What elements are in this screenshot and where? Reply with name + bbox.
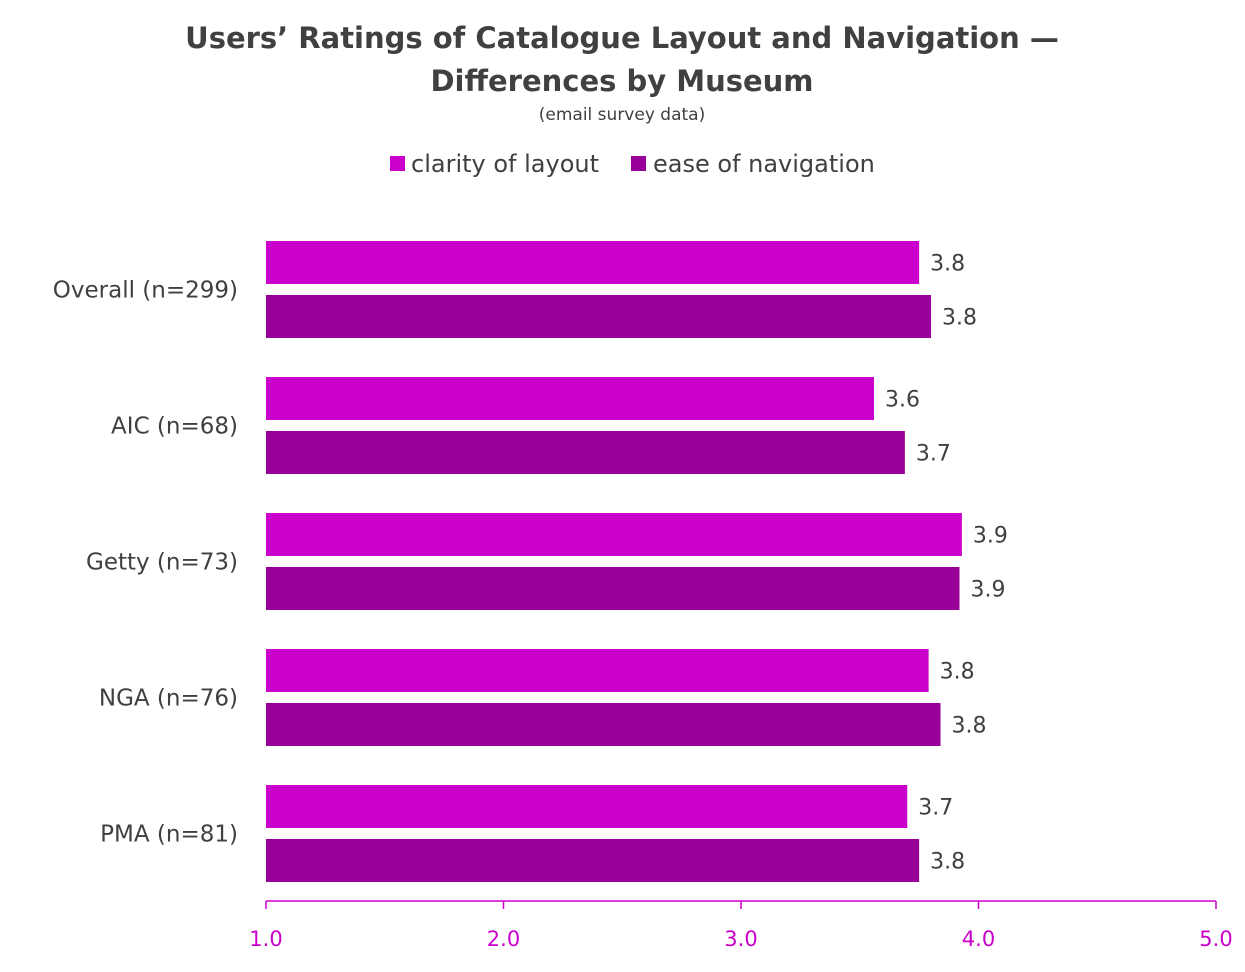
data-label: 3.8 bbox=[952, 714, 987, 739]
bar-navigation bbox=[266, 295, 931, 338]
legend-label-navigation: ease of navigation bbox=[653, 150, 875, 178]
category-label: AIC (n=68) bbox=[111, 414, 238, 440]
bar-clarity bbox=[266, 649, 929, 692]
data-label: 3.7 bbox=[916, 442, 951, 467]
data-label: 3.8 bbox=[930, 850, 965, 875]
bar-clarity bbox=[266, 241, 920, 284]
category-label: PMA (n=81) bbox=[100, 822, 238, 848]
x-tick-label: 4.0 bbox=[962, 927, 995, 951]
bar-navigation bbox=[266, 703, 941, 746]
plot-area: Overall (n=299) 3.8 3.8 AIC (n=68) 3.6 3.7 Get… bbox=[53, 241, 1233, 951]
legend: clarity of layout ease of navigation bbox=[390, 150, 875, 178]
data-label: 3.6 bbox=[885, 388, 920, 413]
x-tick-label: 1.0 bbox=[249, 927, 282, 951]
category-label: Getty (n=73) bbox=[86, 550, 238, 576]
x-tick-label: 5.0 bbox=[1199, 927, 1232, 951]
data-label: 3.8 bbox=[930, 252, 965, 277]
category-label: NGA (n=76) bbox=[99, 686, 238, 712]
data-label: 3.8 bbox=[940, 660, 975, 685]
chart-title-line2: Differences by Museum bbox=[430, 64, 813, 98]
data-label: 3.9 bbox=[973, 524, 1008, 549]
data-label: 3.9 bbox=[971, 578, 1006, 603]
x-tick-label: 3.0 bbox=[724, 927, 757, 951]
bar-clarity bbox=[266, 785, 908, 828]
chart-subtitle: (email survey data) bbox=[539, 105, 705, 125]
data-label: 3.8 bbox=[942, 306, 977, 331]
x-tick-label: 2.0 bbox=[487, 927, 520, 951]
legend-swatch-navigation bbox=[631, 156, 646, 171]
bar-clarity bbox=[266, 377, 874, 420]
category-label: Overall (n=299) bbox=[53, 278, 238, 304]
bar-navigation bbox=[266, 839, 920, 882]
legend-swatch-clarity bbox=[390, 156, 405, 171]
chart-title-line1: Users’ Ratings of Catalogue Layout and N… bbox=[185, 21, 1059, 55]
bar-clarity bbox=[266, 513, 962, 556]
bar-navigation bbox=[266, 567, 960, 610]
legend-label-clarity: clarity of layout bbox=[411, 150, 599, 178]
data-label: 3.7 bbox=[918, 796, 953, 821]
bar-navigation bbox=[266, 431, 905, 474]
